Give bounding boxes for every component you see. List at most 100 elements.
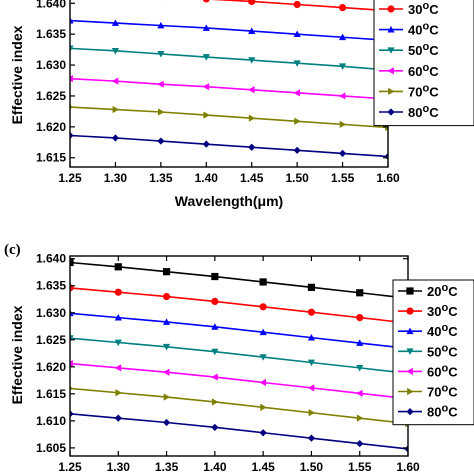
p0-x-tick-label-1: 1.30 (104, 171, 128, 185)
p0-point-50-5 (293, 60, 301, 67)
p0-plot-area (70, 0, 388, 161)
p1-point-80-1 (114, 414, 122, 422)
p1-point-80-5 (307, 434, 316, 442)
p1-series-line-70 (70, 387, 408, 425)
p1-point-40-4 (259, 328, 267, 336)
p0-point-30-6 (338, 3, 347, 12)
p1-series-line-30 (70, 287, 408, 324)
p0-point-80-3 (202, 140, 210, 148)
p0-point-50-4 (248, 57, 256, 64)
p1-legend-label-60: 60oC (427, 362, 458, 379)
p1-y-tick-label-6: 1.635 (36, 279, 66, 293)
p1-y-tick-label-5: 1.630 (36, 306, 66, 320)
p1-plot-area (70, 258, 408, 453)
p0-series-line-80 (70, 134, 388, 158)
p1-point-50-5 (307, 359, 316, 367)
p1-panel-label: (c) (4, 242, 21, 258)
p0-y-tick-label-4: 1.635 (36, 27, 66, 41)
p0-legend-marker-80 (387, 108, 395, 116)
p0-x-tick-label-5: 1.50 (285, 171, 309, 185)
p0-series-line-60 (70, 77, 388, 100)
p1-legend-box (392, 279, 474, 426)
p1-point-80-3 (211, 423, 219, 431)
p0-y-tick-label-2: 1.625 (36, 89, 66, 103)
p1-point-20-5 (307, 283, 316, 291)
p1-point-70-1 (115, 389, 122, 397)
p0-x-tick-label-4: 1.45 (240, 171, 264, 185)
p0-x-tick-label-0: 1.25 (58, 171, 82, 185)
p0-y-tick-label-5: 1.640 (36, 0, 66, 10)
p1-y-tick-label-3: 1.620 (36, 360, 66, 374)
p0-legend: 30oC 40oC 50oC 60oC 70oC 80oC (373, 0, 474, 127)
p0-point-80-5 (293, 146, 301, 154)
p1-point-30-5 (307, 308, 316, 316)
p0-x-tick-label-2: 1.35 (149, 171, 173, 185)
p1-x-tick-label-6: 1.55 (348, 460, 372, 474)
p1-point-50-2 (162, 343, 171, 351)
p0-point-30-4 (248, 0, 256, 6)
p1-point-70-3 (211, 398, 219, 406)
p1-point-20-4 (259, 278, 267, 286)
p0-point-40-6 (338, 33, 347, 41)
p0-point-70-1 (112, 105, 120, 114)
p1-point-40-0 (70, 309, 74, 317)
p1-x-tick-label-1: 1.30 (107, 460, 131, 474)
p0-legend-marker-30 (387, 5, 395, 13)
p1-point-40-2 (162, 318, 171, 325)
p1-point-60-4 (259, 378, 267, 387)
p1-y-tick-label-0: 1.605 (36, 441, 66, 455)
p0-point-80-4 (248, 143, 256, 151)
p1-x-tick-label-2: 1.35 (155, 460, 179, 474)
p1-x-tick-label-4: 1.45 (251, 460, 275, 474)
p0-point-80-1 (111, 134, 120, 142)
p0-point-60-5 (293, 89, 301, 97)
p1-point-70-0 (70, 386, 74, 391)
p0-point-30-3 (202, 0, 210, 3)
p0-legend-label-40: 40oC (408, 21, 439, 38)
p0-legend-label-60: 60oC (408, 62, 439, 79)
p1-legend-marker-20 (406, 287, 414, 295)
p0-legend-marker-60 (387, 67, 394, 75)
p0-point-60-0 (70, 75, 73, 83)
p0-point-70-0 (70, 105, 74, 110)
p0-point-50-3 (202, 54, 210, 61)
p0-point-50-2 (157, 51, 165, 58)
p1-legend-marker-30 (406, 307, 414, 315)
p1-legend-marker-50 (406, 348, 414, 355)
p0-series-line-30 (211, 0, 388, 12)
p0-legend-label-30: 30oC (408, 0, 439, 17)
p1-point-80-6 (356, 439, 364, 448)
p1-point-30-6 (356, 314, 364, 322)
p1-plot-frame (69, 255, 409, 457)
p1-point-70-2 (163, 393, 171, 401)
p1-point-20-2 (162, 268, 171, 276)
p1-point-20-6 (356, 289, 364, 297)
p0-point-40-4 (248, 27, 256, 34)
p1-point-60-1 (114, 364, 122, 372)
p0-point-40-5 (293, 30, 301, 38)
p0-point-40-3 (202, 24, 210, 31)
p0-point-30-5 (293, 0, 301, 9)
p1-series-line-50 (70, 337, 408, 375)
p1-point-80-2 (162, 418, 171, 427)
p0-x-tick-label-7: 1.60 (376, 171, 400, 185)
p1-x-tick-label-5: 1.50 (300, 460, 324, 474)
p0-legend-label-80: 80oC (408, 103, 439, 120)
p1-point-30-1 (114, 288, 122, 296)
p1-point-50-4 (259, 354, 267, 361)
p1-point-40-6 (356, 339, 364, 346)
p1-point-70-6 (356, 414, 364, 422)
p1-legend-marker-40 (406, 327, 414, 335)
p1-legend-label-70: 70oC (427, 383, 458, 400)
p1-x-tick-label-0: 1.25 (58, 460, 82, 474)
p1-point-20-1 (114, 263, 122, 271)
p1-point-20-0 (70, 258, 74, 267)
p0-series-line-50 (70, 47, 388, 71)
p1-point-40-5 (307, 334, 316, 341)
p0-point-60-2 (157, 80, 164, 88)
p1-x-tick-label-7: 1.60 (396, 460, 420, 474)
p0-legend-marker-40 (387, 26, 395, 33)
p1-point-50-3 (211, 348, 219, 356)
p0-point-60-6 (338, 92, 346, 100)
p1-x-tick-label-3: 1.40 (203, 460, 227, 474)
